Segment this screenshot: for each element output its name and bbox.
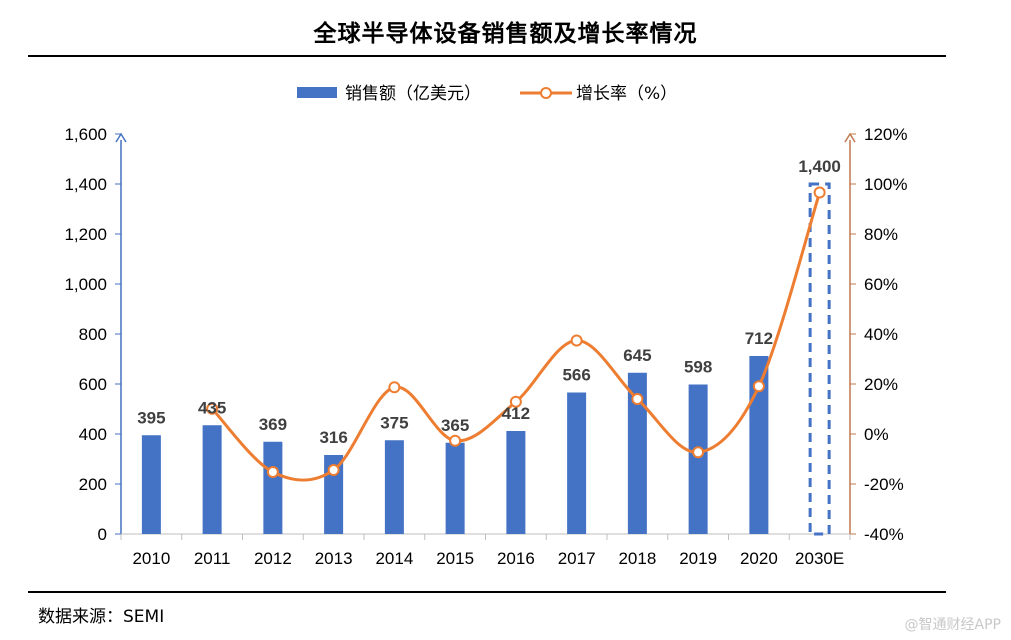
- growth-rate-point: [266, 466, 279, 478]
- legend-bar-swatch: [297, 87, 337, 98]
- bar: [445, 442, 465, 534]
- growth-rate-point: [813, 186, 826, 199]
- x-tick-label: 2017: [558, 549, 596, 568]
- legend-line-marker: [540, 87, 552, 99]
- bar: [384, 440, 404, 534]
- x-tick-label: 2015: [436, 549, 474, 568]
- bar: [263, 441, 283, 534]
- growth-rate-line: [211, 192, 822, 482]
- growth-rate-point: [206, 402, 219, 415]
- x-tick-label: 2012: [254, 549, 292, 568]
- bar-value-label: 566: [562, 366, 590, 385]
- bar-value-label: 435: [198, 398, 226, 417]
- bar-value-label: 645: [623, 346, 651, 365]
- y-left-tick-label: 1,600: [64, 125, 107, 144]
- source-note: 数据来源：SEMI: [38, 607, 165, 627]
- bar: [749, 356, 769, 534]
- chart: 销售额（亿美元） 增长率（%） 0 200 400 600 800 1,000 1,200 1…: [64, 84, 907, 568]
- y-right-tick-label: -40%: [864, 525, 904, 544]
- bar: [506, 431, 526, 534]
- bar: [324, 455, 344, 534]
- growth-rate-point: [509, 395, 522, 408]
- x-tick-label: 2013: [315, 549, 353, 568]
- bottom-divider: [28, 591, 946, 593]
- bar-value-label: 712: [745, 329, 773, 348]
- bar: [202, 425, 222, 534]
- y-left-tick-label: 400: [79, 425, 107, 444]
- legend-line-label: 增长率（%）: [576, 84, 677, 104]
- growth-rate-point: [692, 446, 705, 459]
- bar: [688, 384, 708, 534]
- growth-rate-point: [449, 434, 462, 447]
- x-tick-label: 2010: [132, 549, 170, 568]
- y-right-tick-label: 60%: [864, 275, 898, 294]
- bar: [141, 435, 161, 534]
- bar-value-label: 412: [502, 404, 530, 423]
- y-right-tick-label: 100%: [864, 175, 907, 194]
- bar-value-label: 316: [319, 428, 347, 447]
- growth-rate-point: [752, 380, 765, 393]
- legend: 销售额（亿美元） 增长率（%）: [297, 84, 677, 104]
- bar-projected: [808, 182, 831, 536]
- bar: [627, 372, 647, 534]
- x-tick-label: 2014: [375, 549, 413, 568]
- bar: [567, 392, 587, 534]
- y-right-tick-label: -20%: [864, 475, 904, 494]
- growth-rate-point: [570, 334, 583, 347]
- y-left-tick-label: 0: [98, 525, 107, 544]
- x-tick-label: 2011: [194, 549, 231, 568]
- x-tick-label: 2020: [740, 549, 778, 568]
- y-right-tick-label: 80%: [864, 225, 898, 244]
- bar-value-label: 598: [684, 358, 712, 377]
- x-tick-label: 2018: [618, 549, 656, 568]
- y-left-tick-label: 1,400: [64, 175, 107, 194]
- x-tick-label: 2019: [679, 549, 717, 568]
- bar-value-label: 395: [137, 408, 165, 427]
- x-tick-label: 2016: [497, 549, 535, 568]
- y-right-tick-label: 40%: [864, 325, 898, 344]
- chart-title: 全球半导体设备销售额及增长率情况: [313, 21, 698, 47]
- bar-value-label: 375: [380, 413, 408, 432]
- y-right-tick-label: 120%: [864, 125, 907, 144]
- growth-rate-point: [388, 381, 401, 394]
- growth-rate-point: [631, 393, 644, 405]
- y-right-tick-label: 0%: [864, 425, 889, 444]
- y-left-tick-label: 1,000: [64, 275, 107, 294]
- y-left-tick-label: 1,200: [64, 225, 107, 244]
- y-right-tick-label: 20%: [864, 375, 898, 394]
- y-left-tick-label: 800: [79, 325, 107, 344]
- bar-value-label: 369: [259, 415, 287, 434]
- watermark: @智通财经APP: [904, 617, 1001, 633]
- bar-value-label: 1,400: [798, 157, 841, 176]
- y-left-tick-label: 600: [79, 375, 107, 394]
- x-tick-label: 2030E: [795, 549, 844, 568]
- growth-rate-point: [327, 464, 340, 476]
- bar-value-label: 365: [441, 416, 469, 435]
- y-left-tick-label: 200: [79, 475, 107, 494]
- legend-bar-label: 销售额（亿美元）: [345, 84, 481, 104]
- top-divider: [28, 55, 946, 57]
